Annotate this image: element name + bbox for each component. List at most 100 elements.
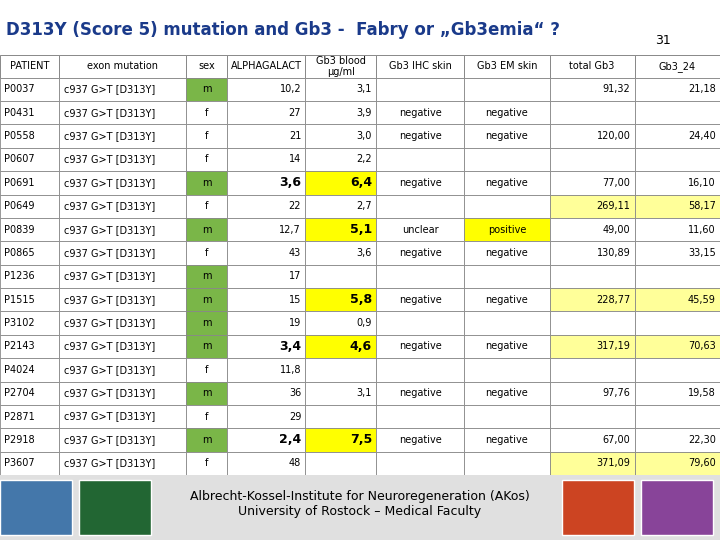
Text: P4024: P4024 (4, 365, 35, 375)
Bar (228, 124, 305, 148)
Bar (59, 405, 186, 428)
Bar (464, 148, 549, 171)
Text: 11,8: 11,8 (279, 365, 301, 375)
Text: sex: sex (198, 62, 215, 71)
Bar (305, 405, 377, 428)
Text: c937 G>T [D313Y]: c937 G>T [D313Y] (63, 295, 155, 305)
Text: f: f (205, 154, 208, 165)
Bar (464, 241, 549, 265)
Bar (0, 451, 59, 475)
Bar (0, 194, 59, 218)
Text: f: f (205, 201, 208, 211)
Text: Gb3_24: Gb3_24 (659, 61, 696, 72)
Bar (186, 124, 228, 148)
Bar (635, 405, 720, 428)
Text: m: m (202, 225, 211, 234)
Text: 5,1: 5,1 (350, 223, 372, 236)
Bar (186, 265, 228, 288)
Bar (549, 405, 635, 428)
Bar (0, 405, 59, 428)
Text: 97,76: 97,76 (603, 388, 631, 398)
Bar (228, 218, 305, 241)
Bar (464, 78, 549, 101)
Text: negative: negative (399, 295, 441, 305)
Text: P2871: P2871 (4, 411, 35, 422)
Bar (549, 241, 635, 265)
Text: 43: 43 (289, 248, 301, 258)
Text: 79,60: 79,60 (688, 458, 716, 468)
Text: P2704: P2704 (4, 388, 35, 398)
Text: c937 G>T [D313Y]: c937 G>T [D313Y] (63, 108, 155, 118)
Text: 120,00: 120,00 (597, 131, 631, 141)
Text: P1236: P1236 (4, 272, 35, 281)
Bar (635, 358, 720, 382)
Bar (228, 265, 305, 288)
Bar (549, 171, 635, 194)
Bar (0, 124, 59, 148)
Bar (59, 241, 186, 265)
Bar (305, 148, 377, 171)
Bar (0, 101, 59, 124)
Bar (635, 171, 720, 194)
Text: c937 G>T [D313Y]: c937 G>T [D313Y] (63, 131, 155, 141)
Text: 21,18: 21,18 (688, 84, 716, 94)
Bar (464, 312, 549, 335)
Text: P0558: P0558 (4, 131, 35, 141)
Bar (59, 78, 186, 101)
Text: 2,4: 2,4 (279, 434, 301, 447)
Text: negative: negative (399, 435, 441, 445)
Text: negative: negative (399, 388, 441, 398)
Bar (305, 428, 377, 451)
Text: 17: 17 (289, 272, 301, 281)
Bar (635, 335, 720, 358)
Text: negative: negative (485, 178, 528, 188)
Text: m: m (202, 388, 211, 398)
Bar (305, 312, 377, 335)
Text: m: m (202, 318, 211, 328)
Bar (305, 451, 377, 475)
Text: c937 G>T [D313Y]: c937 G>T [D313Y] (63, 84, 155, 94)
Text: 6,4: 6,4 (350, 177, 372, 190)
Bar (228, 241, 305, 265)
Bar (377, 148, 464, 171)
Text: positive: positive (487, 225, 526, 234)
Text: P2918: P2918 (4, 435, 35, 445)
Bar (549, 55, 635, 78)
Text: 12,7: 12,7 (279, 225, 301, 234)
Text: P0431: P0431 (4, 108, 35, 118)
Bar (377, 78, 464, 101)
Text: c937 G>T [D313Y]: c937 G>T [D313Y] (63, 178, 155, 188)
Bar (186, 78, 228, 101)
Bar (641, 480, 713, 535)
Bar (59, 335, 186, 358)
Bar (549, 78, 635, 101)
Bar (305, 194, 377, 218)
Bar (0, 358, 59, 382)
Text: 7,5: 7,5 (350, 434, 372, 447)
Text: D313Y (Score 5) mutation and Gb3 -  Fabry or „Gb3emia“ ?: D313Y (Score 5) mutation and Gb3 - Fabry… (6, 21, 559, 39)
Bar (186, 335, 228, 358)
Text: P1515: P1515 (4, 295, 35, 305)
Bar (549, 451, 635, 475)
Bar (186, 428, 228, 451)
Text: negative: negative (399, 248, 441, 258)
Bar (0, 480, 72, 535)
Text: negative: negative (485, 248, 528, 258)
Bar (377, 171, 464, 194)
Bar (635, 288, 720, 312)
Bar (305, 288, 377, 312)
Bar (0, 428, 59, 451)
Bar (464, 194, 549, 218)
Bar (228, 428, 305, 451)
Bar (186, 55, 228, 78)
Bar (0, 335, 59, 358)
Text: 0,9: 0,9 (356, 318, 372, 328)
Bar (549, 265, 635, 288)
Bar (464, 405, 549, 428)
Text: m: m (202, 272, 211, 281)
Bar (305, 335, 377, 358)
Bar (0, 241, 59, 265)
Bar (377, 288, 464, 312)
Text: negative: negative (485, 388, 528, 398)
Bar (377, 55, 464, 78)
